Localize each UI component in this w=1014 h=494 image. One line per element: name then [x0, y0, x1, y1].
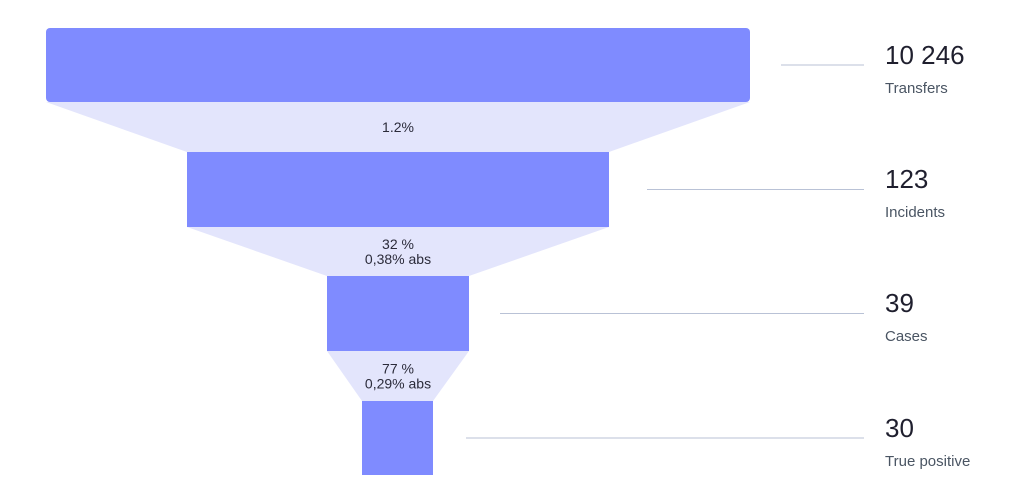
- conversion-label: 77 %: [382, 361, 414, 377]
- conversion-label: 1.2%: [382, 119, 414, 135]
- stage-label: True positive: [885, 453, 970, 470]
- stage-label: Cases: [885, 328, 928, 345]
- stage-label: Transfers: [885, 80, 948, 97]
- conversion-label: 32 %: [382, 236, 414, 252]
- funnel-bar: [362, 401, 433, 475]
- funnel-bar: [46, 28, 750, 102]
- funnel-connector: [327, 351, 469, 401]
- stage-value: 30: [885, 413, 914, 443]
- funnel-connector: [46, 102, 750, 152]
- stage-label: Incidents: [885, 204, 945, 221]
- funnel-connector: [187, 227, 609, 276]
- conversion-label: 0,38% abs: [365, 251, 431, 267]
- conversion-label: 0,29% abs: [365, 376, 431, 392]
- stage-value: 10 246: [885, 40, 965, 70]
- funnel-bar: [187, 152, 609, 227]
- stage-value: 123: [885, 164, 928, 194]
- stage-value: 39: [885, 288, 914, 318]
- funnel-bar: [327, 276, 469, 351]
